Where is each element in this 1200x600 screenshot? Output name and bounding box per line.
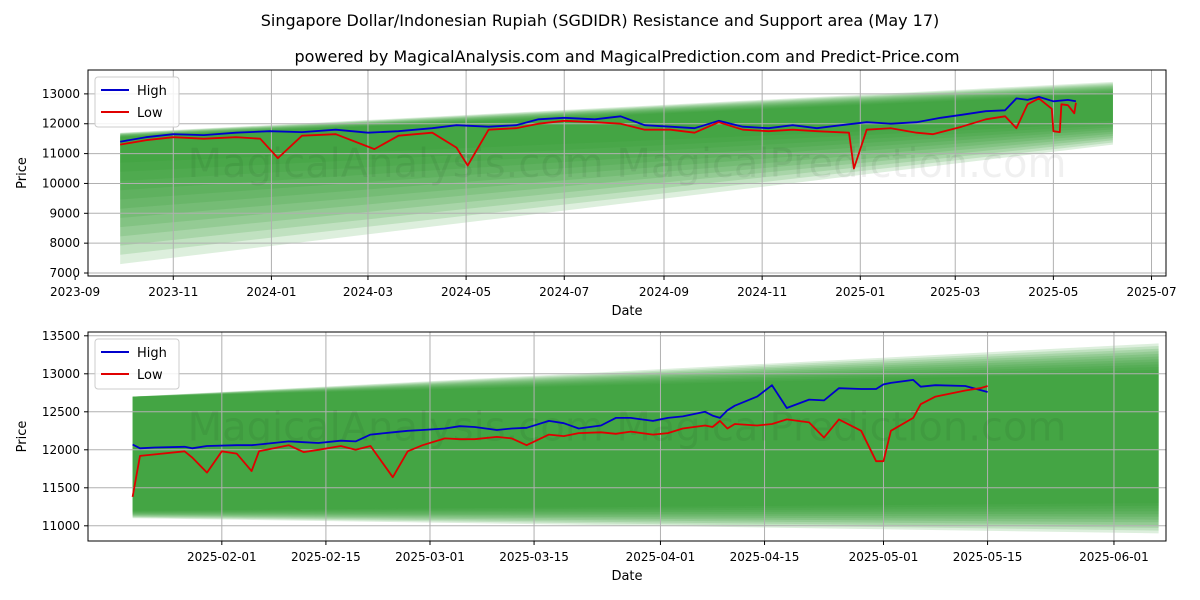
y-tick-label: 13000 — [42, 367, 80, 381]
x-tick-label: 2025-04-15 — [730, 550, 800, 564]
y-tick-label: 12000 — [42, 117, 80, 131]
legend-label-low: Low — [137, 368, 163, 383]
x-axis-label: Date — [611, 304, 642, 319]
band-layer — [132, 369, 1159, 512]
legend-label-high: High — [137, 346, 167, 361]
legend-label-low: Low — [137, 106, 163, 121]
band-layer — [132, 367, 1159, 512]
y-tick-label: 13000 — [42, 87, 80, 101]
legend: High Low — [94, 338, 180, 390]
top-panel: MagicalAnalysis.com MagicalPrediction.co… — [15, 69, 1177, 319]
x-tick-label: 2025-04-01 — [626, 550, 696, 564]
y-tick-label: 12000 — [42, 443, 80, 457]
x-tick-label: 2025-03 — [930, 285, 980, 299]
series-line-high — [132, 378, 988, 450]
y-axis-label: Price — [15, 421, 30, 453]
series-line-low — [120, 97, 1077, 170]
band-layer — [132, 353, 1159, 523]
y-tick-label: 11000 — [42, 519, 80, 533]
y-tick-label: 12500 — [42, 405, 80, 419]
y-axis-label: Price — [15, 157, 30, 189]
x-tick-label: 2025-05-15 — [953, 550, 1023, 564]
y-tick-label: 10000 — [42, 176, 80, 190]
x-tick-label: 2025-07 — [1126, 285, 1176, 299]
bottom-panel: MagicalAnalysis.com MagicalPrediction.co… — [15, 329, 1167, 584]
watermark: MagicalAnalysis.com MagicalPrediction.co… — [188, 141, 1067, 187]
x-tick-label: 2024-07 — [539, 285, 589, 299]
x-tick-label: 2025-03-15 — [499, 550, 569, 564]
y-tick-label: 13500 — [42, 329, 80, 343]
x-axis-label: Date — [611, 569, 642, 584]
x-tick-label: 2025-02-15 — [291, 550, 361, 564]
x-tick-label: 2023-09 — [50, 285, 100, 299]
band-layer — [132, 372, 1159, 511]
x-tick-label: 2025-03-01 — [395, 550, 465, 564]
watermark: MagicalAnalysis.com MagicalPrediction.co… — [188, 405, 1067, 451]
x-tick-label: 2025-06-01 — [1079, 550, 1149, 564]
band-layer — [132, 364, 1159, 513]
y-tick-label: 11500 — [42, 481, 80, 495]
x-tick-label: 2024-09 — [639, 285, 689, 299]
x-tick-label: 2024-11 — [737, 285, 787, 299]
band-layer — [132, 346, 1159, 531]
x-tick-label: 2023-11 — [148, 285, 198, 299]
band-layer — [132, 356, 1159, 520]
chart-title: Singapore Dollar/Indonesian Rupiah (SGDI… — [261, 11, 940, 30]
axes-frame — [87, 69, 1167, 277]
y-tick-label: 11000 — [42, 147, 80, 161]
series-line-low — [131, 385, 988, 498]
x-tick-label: 2025-05 — [1028, 285, 1078, 299]
band-layer — [132, 359, 1159, 517]
y-tick-label: 7000 — [49, 266, 80, 280]
x-tick-label: 2024-05 — [441, 285, 491, 299]
series-line-high — [120, 96, 1077, 143]
plot-area: MagicalAnalysis.com MagicalPrediction.co… — [88, 70, 1166, 276]
band-layer — [132, 348, 1159, 528]
band-layer — [132, 343, 1159, 534]
x-tick-label: 2025-05-01 — [849, 550, 919, 564]
band-layer — [132, 361, 1159, 515]
axes-frame — [87, 331, 1167, 542]
x-tick-label: 2024-03 — [343, 285, 393, 299]
legend-label-high: High — [137, 84, 167, 99]
y-tick-label: 9000 — [49, 206, 80, 220]
x-tick-label: 2025-01 — [835, 285, 885, 299]
chart-subtitle: powered by MagicalAnalysis.com and Magic… — [294, 47, 959, 66]
x-tick-label: 2025-02-01 — [187, 550, 257, 564]
band-layer — [132, 351, 1159, 526]
plot-area: MagicalAnalysis.com MagicalPrediction.co… — [88, 332, 1166, 541]
legend: High Low — [94, 76, 180, 128]
x-tick-label: 2024-01 — [246, 285, 296, 299]
y-tick-label: 8000 — [49, 236, 80, 250]
